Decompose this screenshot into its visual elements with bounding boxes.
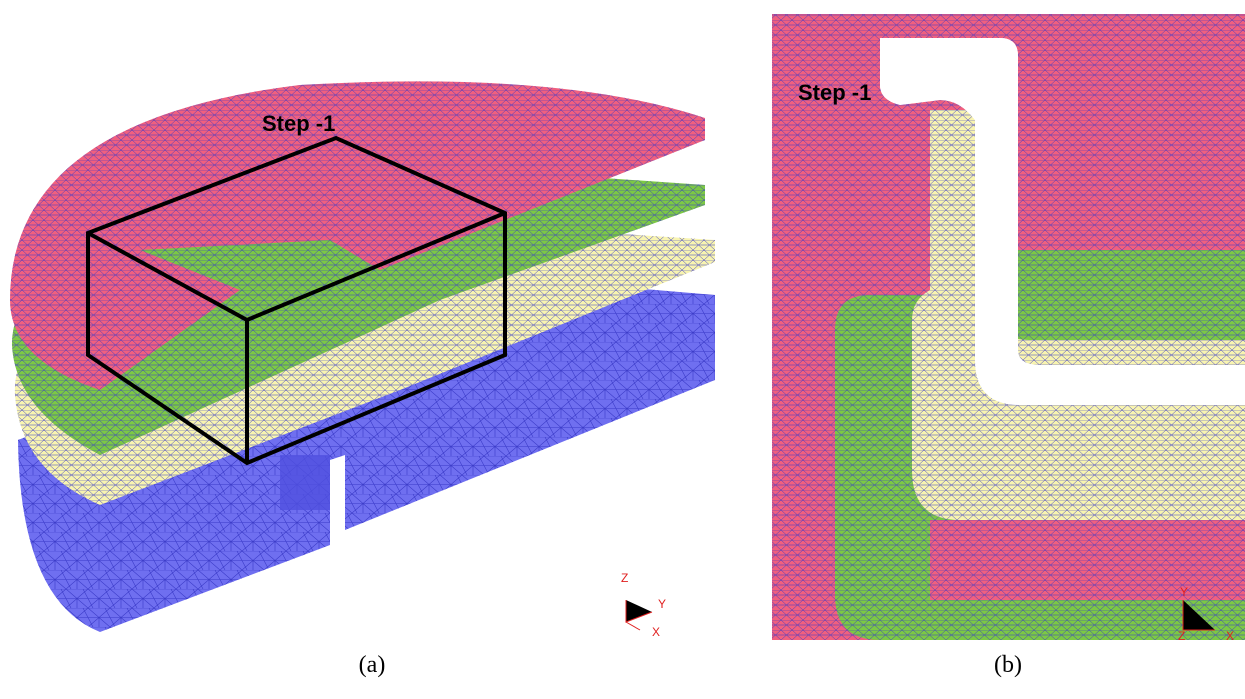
figure: Step -1 Z Y X (a) Step -1 Y Z X (b) (0, 0, 1245, 699)
step-label: Step -1 (262, 111, 335, 136)
axis-label: Z (1178, 629, 1185, 643)
panel-a: Step -1 Z Y X (a) (10, 81, 715, 678)
base-notch (280, 455, 330, 510)
axis-label: X (652, 625, 660, 639)
step-label: Step -1 (798, 80, 871, 105)
panel-b: Step -1 Y Z X (b) (772, 14, 1245, 678)
axis-label: Y (658, 597, 666, 611)
axis-label: Z (621, 571, 628, 585)
caption: (b) (994, 652, 1022, 678)
axis-label: X (1226, 629, 1234, 643)
axis-label: Y (1180, 585, 1188, 599)
axis-triad (626, 600, 652, 630)
caption: (a) (359, 652, 386, 678)
